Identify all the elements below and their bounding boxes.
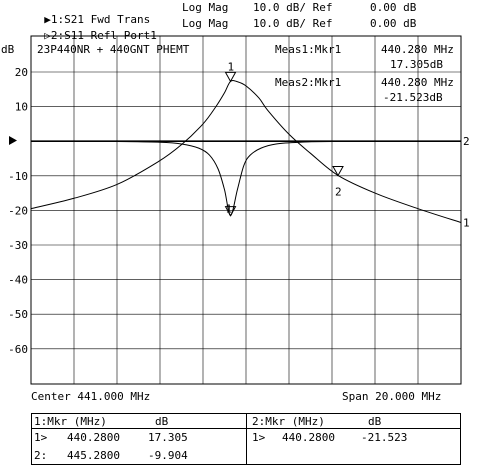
table1-unit: dB	[155, 415, 169, 428]
table1-row2-id: 2:	[34, 449, 48, 462]
markers: 1 2 1	[224, 60, 344, 217]
marker-triangle	[332, 165, 344, 177]
table2-title: 2:Mkr (MHz)	[252, 415, 325, 428]
y-tick-label: 20	[15, 66, 28, 79]
table1-row1-freq: 440.2800	[67, 431, 120, 444]
trace1-marker: ▶1:	[44, 13, 65, 26]
marker-label: 2	[335, 185, 342, 198]
y-tick-label: -20	[8, 204, 28, 217]
table1-row2-val: -9.904	[148, 449, 188, 462]
center-label: Center 441.000 MHz	[31, 390, 150, 403]
meas2-value: -21.523dB	[383, 91, 443, 104]
meas1-freq: 440.280 MHz	[381, 43, 454, 56]
trace1-param: S21 Fwd Trans	[64, 13, 151, 26]
y-tick-label: 10	[15, 101, 28, 114]
table1-row1-val: 17.305	[148, 431, 188, 444]
meas2-label: Meas2:Mkr1	[275, 76, 341, 89]
y-tick-label: -40	[8, 274, 28, 287]
y-tick-labels: 20 10 -10 -20 -30 -40 -50 -60	[8, 66, 28, 356]
table2-unit: dB	[368, 415, 382, 428]
meas2-freq: 440.280 MHz	[381, 76, 454, 89]
marker-label: 1	[228, 60, 235, 73]
trace2-scale: 10.0 dB/ Ref	[253, 17, 333, 30]
marker-table-divider	[246, 413, 247, 465]
marker-table-header-line	[31, 428, 461, 429]
trace2-ref: 0.00 dB	[370, 17, 417, 30]
table1-title: 1:Mkr (MHz)	[34, 415, 107, 428]
table2-row1-id: 1>	[252, 431, 266, 444]
trace-end-label: 1	[463, 217, 470, 230]
trace1-scale: 10.0 dB/ Ref	[253, 1, 333, 14]
y-tick-label: -50	[8, 308, 28, 321]
y-tick-label: -60	[8, 343, 28, 356]
table2-row1-freq: 440.2800	[282, 431, 335, 444]
trace-end-label: 2	[463, 135, 470, 148]
table2-row1-val: -21.523	[361, 431, 408, 444]
marker-label: 1	[226, 203, 233, 216]
meas1-label: Meas1:Mkr1	[275, 43, 341, 56]
trace2-format: Log Mag	[182, 17, 229, 30]
trace1-format: Log Mag	[182, 1, 229, 14]
table1-row2-freq: 445.2800	[67, 449, 120, 462]
span-label: Span 20.000 MHz	[342, 390, 441, 403]
meas1-value: 17.305dB	[390, 58, 443, 71]
marker-triangle	[224, 71, 237, 83]
marker-triangle	[224, 206, 237, 217]
chart-title: 23P440NR + 440GNT PHEMT	[37, 43, 190, 56]
table1-row1-id: 1>	[34, 431, 48, 444]
ref-level-marker	[9, 136, 17, 145]
trace-end-labels: 12	[463, 135, 470, 229]
grid	[30, 35, 462, 385]
y-tick-label: -10	[8, 170, 28, 183]
y-tick-label: -30	[8, 239, 28, 252]
trace1-ref: 0.00 dB	[370, 1, 417, 14]
y-axis-label: dB	[1, 43, 15, 56]
trace1-header: ▶1:S21 Fwd Trans	[31, 2, 150, 26]
